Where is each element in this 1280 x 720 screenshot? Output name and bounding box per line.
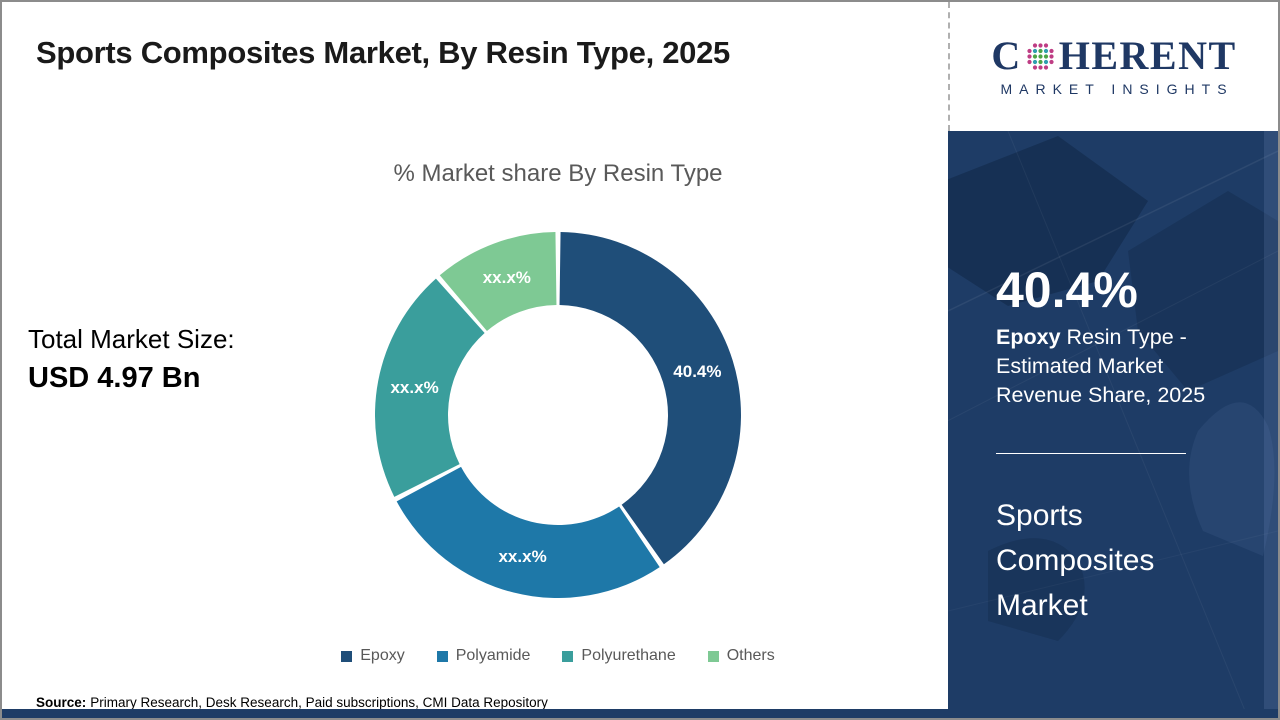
legend-item-polyamide: Polyamide — [436, 647, 531, 665]
globe-dots-icon — [1027, 42, 1054, 70]
donut-slice-polyurethane — [374, 278, 485, 497]
legend-swatch-polyamide — [436, 650, 448, 662]
chart-title: % Market share By Resin Type — [393, 160, 723, 187]
donut-chart: 40.4% xx.x% xx.x% xx.x% — [374, 232, 741, 599]
stat-value: 40.4% — [996, 262, 1138, 318]
market-name: Sports Composites Market — [996, 499, 1155, 622]
total-market-value: USD 4.97 Bn — [28, 362, 201, 394]
donut-slice-others — [439, 232, 557, 332]
stat-desc-line2: Estimated Market — [996, 354, 1164, 378]
donut-slice-epoxy — [559, 232, 741, 565]
donut-label-polyamide: xx.x% — [498, 546, 547, 566]
total-market-label: Total Market Size: — [28, 324, 235, 354]
legend-item-epoxy: Epoxy — [341, 647, 405, 665]
legend-swatch-polyurethane — [562, 650, 574, 662]
legend-label-epoxy: Epoxy — [360, 647, 405, 664]
donut-slice-polyamide — [396, 466, 660, 599]
source-line: Source: Primary Research, Desk Research, … — [36, 695, 548, 710]
donut-label-others: xx.x% — [482, 268, 531, 288]
legend-swatch-others — [707, 650, 719, 662]
donut-label-polyurethane: xx.x% — [390, 377, 439, 397]
legend-item-others: Others — [707, 647, 775, 665]
logo-word-end: HERENT — [1058, 33, 1237, 78]
donut-svg — [374, 232, 741, 599]
source-label: Source: — [36, 695, 87, 710]
legend-swatch-epoxy — [341, 650, 353, 662]
logo-subtitle: MARKET INSIGHTS — [1000, 81, 1234, 97]
legend-item-polyurethane: Polyurethane — [562, 647, 676, 665]
stat-desc-bold: Epoxy — [996, 325, 1061, 349]
legend-label-others: Others — [726, 647, 775, 664]
stat-desc-line3: Revenue Share, 2025 — [996, 383, 1206, 407]
stat-description: Epoxy Resin Type - Estimated Market Reve… — [996, 323, 1236, 410]
legend-label-polyamide: Polyamide — [455, 647, 531, 664]
logo-wordmark: C HERENT — [991, 36, 1236, 76]
legend-label-polyurethane: Polyurethane — [581, 647, 676, 664]
panel-divider — [996, 453, 1186, 454]
stat-desc-line1: Resin Type - — [1060, 325, 1187, 349]
chart-legend: Epoxy Polyamide Polyurethane Others — [158, 647, 958, 665]
page-title: Sports Composites Market, By Resin Type,… — [36, 35, 730, 70]
world-map-texture — [948, 131, 1278, 718]
logo-word-start: C — [991, 33, 1022, 78]
bottom-accent-bar — [2, 709, 1278, 718]
donut-label-epoxy: 40.4% — [673, 361, 722, 381]
total-market-block: Total Market Size: USD 4.97 Bn — [28, 324, 235, 395]
source-text: Primary Research, Desk Research, Paid su… — [90, 695, 548, 710]
logo-box: C HERENT MARKET INSIGHTS — [948, 2, 1278, 131]
side-panel: 40.4% Epoxy Resin Type - Estimated Marke… — [948, 131, 1278, 718]
